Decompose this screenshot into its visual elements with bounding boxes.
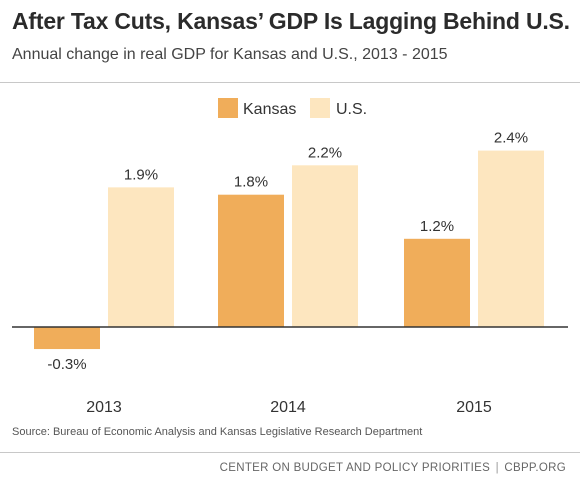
data-label: 2.2%: [308, 144, 342, 161]
legend-swatch-us: [310, 98, 330, 118]
legend-label: U.S.: [336, 101, 367, 118]
footer-divider: [0, 452, 580, 453]
credit-separator: |: [495, 462, 499, 474]
data-label: 1.2%: [420, 218, 454, 235]
data-label: -0.3%: [47, 356, 86, 373]
x-tick-label: 2014: [270, 399, 306, 416]
chart-title: After Tax Cuts, Kansas’ GDP Is Lagging B…: [12, 8, 570, 34]
data-label: 1.8%: [234, 174, 268, 191]
credit-org: CENTER ON BUDGET AND POLICY PRIORITIES: [219, 462, 491, 474]
data-label: 1.9%: [124, 166, 158, 183]
legend-label: Kansas: [243, 101, 296, 118]
credit-line: CENTER ON BUDGET AND POLICY PRIORITIES |…: [220, 462, 566, 474]
bar-us-2013: [108, 187, 174, 327]
legend-swatch-kansas: [218, 98, 238, 118]
credit-site: CBPP.ORG: [504, 462, 566, 474]
top-divider: [0, 82, 580, 83]
bar-kansas-2013: [34, 327, 100, 350]
bar-chart: Kansas U.S. -0.3% 1.9% 2013 1.8% 2.2% 2014 1.2% 2…: [12, 98, 568, 416]
bar-us-2015: [478, 150, 544, 327]
source-note: Source: Bureau of Economic Analysis and …: [12, 426, 423, 438]
data-label: 2.4%: [494, 130, 528, 147]
x-tick-label: 2013: [86, 399, 122, 416]
bar-kansas-2014: [218, 194, 284, 327]
bar-kansas-2015: [404, 238, 470, 327]
bar-us-2014: [292, 165, 358, 327]
chart-area: Kansas U.S. -0.3% 1.9% 2013 1.8% 2.2% 2014 1.2% 2…: [0, 83, 580, 428]
x-tick-label: 2015: [456, 399, 492, 416]
chart-subtitle: Annual change in real GDP for Kansas and…: [12, 46, 448, 63]
